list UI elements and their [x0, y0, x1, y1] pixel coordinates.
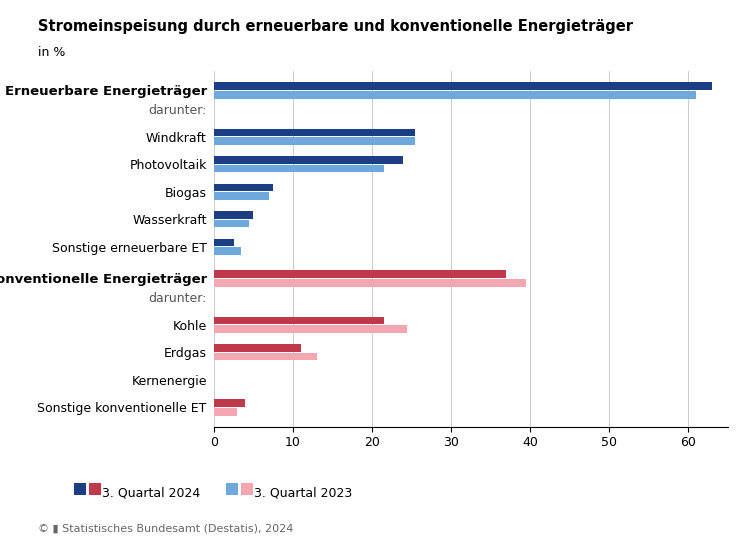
Bar — [214, 344, 301, 352]
Bar — [214, 82, 712, 90]
Bar — [214, 129, 416, 136]
Bar — [214, 184, 273, 191]
Bar — [214, 270, 506, 278]
Bar — [214, 165, 384, 172]
Bar — [214, 279, 526, 287]
Text: in %: in % — [38, 46, 64, 60]
Bar — [214, 247, 242, 255]
Bar — [214, 238, 233, 246]
Bar — [214, 353, 316, 360]
Bar — [214, 91, 696, 98]
Text: Stromeinspeisung durch erneuerbare und konventionelle Energieträger: Stromeinspeisung durch erneuerbare und k… — [38, 19, 632, 34]
Bar — [214, 325, 407, 333]
Bar — [214, 137, 416, 145]
Bar — [214, 399, 245, 407]
Bar — [214, 192, 269, 200]
Bar — [214, 220, 249, 228]
Bar — [214, 211, 254, 219]
Text: © ▮ Statistisches Bundesamt (Destatis), 2024: © ▮ Statistisches Bundesamt (Destatis), … — [38, 523, 292, 533]
Bar — [214, 408, 238, 416]
Legend: 3. Quartal 2024, 3. Quartal 2023: 3. Quartal 2024, 3. Quartal 2023 — [74, 486, 352, 499]
Bar — [214, 156, 404, 164]
Bar — [214, 317, 384, 324]
